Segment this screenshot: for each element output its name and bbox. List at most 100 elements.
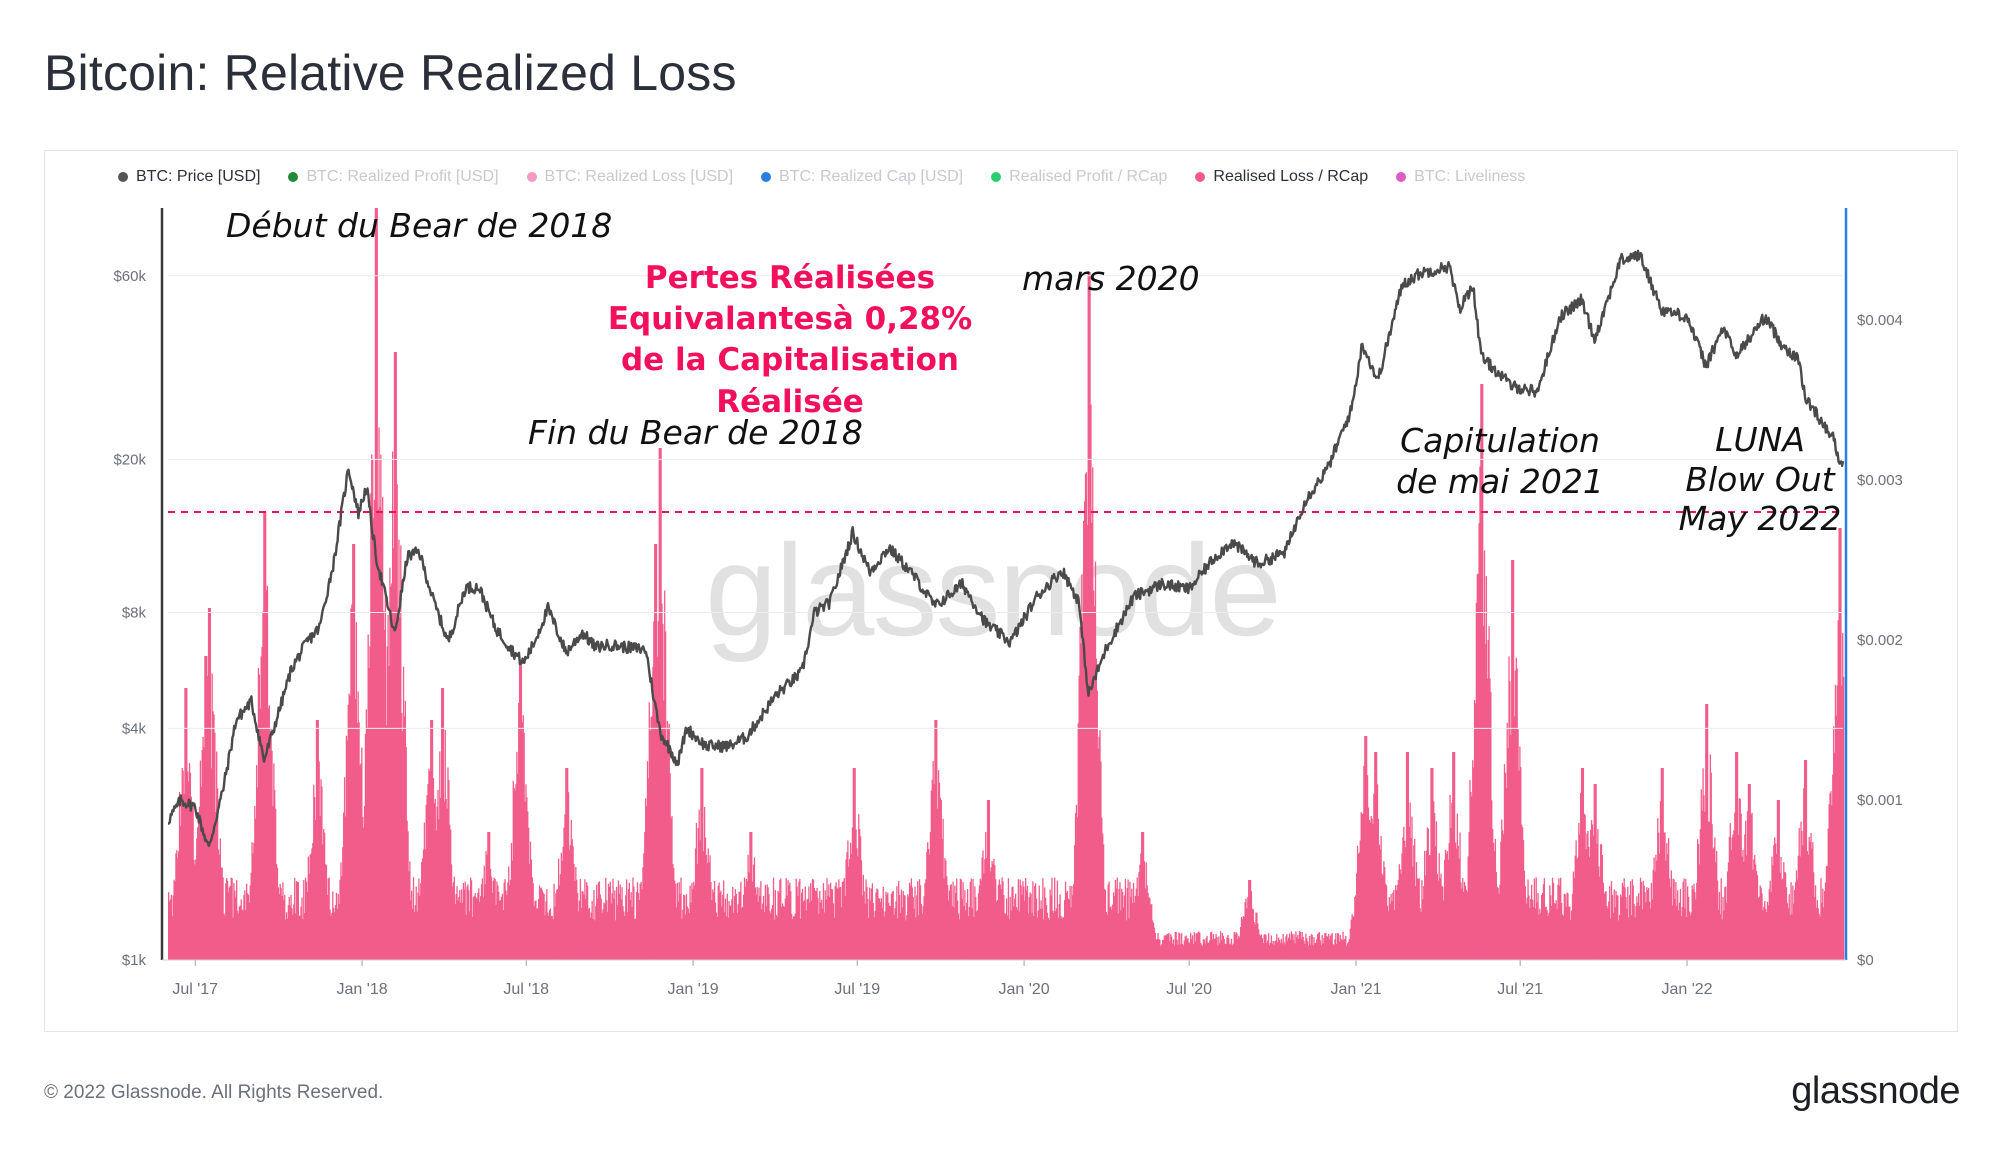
loss-bar — [791, 919, 794, 960]
loss-bar — [1141, 832, 1143, 960]
loss-bar — [217, 849, 220, 960]
loss-bar — [372, 517, 375, 960]
loss-bar — [532, 883, 534, 960]
loss-bar — [248, 902, 251, 960]
loss-bar — [1715, 862, 1717, 960]
loss-bar — [1778, 800, 1780, 960]
loss-bar — [892, 891, 894, 960]
loss-bar — [392, 548, 395, 960]
loss-bar — [345, 735, 348, 960]
loss-bar — [754, 887, 757, 960]
loss-bar — [1591, 824, 1594, 960]
loss-bar — [1280, 938, 1283, 960]
legend-item-liveliness[interactable]: BTC: Liveliness — [1396, 168, 1525, 186]
loss-bar — [1056, 880, 1059, 960]
loss-bar — [1331, 933, 1333, 960]
loss-bar — [917, 881, 919, 960]
loss-bar — [741, 907, 743, 960]
loss-bar — [1303, 940, 1305, 960]
loss-bar — [1441, 885, 1443, 960]
loss-bar — [1655, 854, 1657, 960]
loss-bar — [645, 798, 647, 960]
loss-bar — [1420, 911, 1422, 960]
loss-bar — [1497, 887, 1499, 960]
loss-bar — [970, 878, 972, 960]
loss-bar — [1602, 882, 1604, 960]
loss-bar — [804, 886, 806, 960]
loss-bar — [1064, 881, 1067, 960]
loss-bar — [781, 906, 783, 960]
loss-bar — [701, 768, 703, 960]
loss-bar — [265, 512, 267, 960]
loss-bar — [615, 886, 618, 960]
loss-bar — [869, 900, 872, 960]
loss-bar — [1634, 917, 1636, 960]
loss-bar — [1097, 748, 1099, 960]
legend-item-realized-profit[interactable]: BTC: Realized Profit [USD] — [288, 168, 499, 186]
loss-bar — [1093, 590, 1095, 960]
loss-bar — [1707, 821, 1710, 960]
loss-bar — [1653, 857, 1655, 960]
loss-bar — [1410, 837, 1412, 960]
loss-bar — [726, 893, 728, 960]
loss-bar — [913, 908, 915, 960]
loss-bar — [1479, 466, 1481, 960]
loss-bar — [527, 811, 529, 960]
loss-bar — [1355, 895, 1357, 960]
loss-bar — [1542, 884, 1545, 960]
loss-bar — [713, 880, 716, 960]
may-2021-line-1: Capitulation — [1400, 421, 1600, 460]
loss-bar — [649, 730, 651, 960]
loss-bar — [1785, 887, 1788, 960]
loss-bar — [1059, 894, 1061, 960]
loss-bar — [342, 847, 344, 960]
legend-item-realized-loss[interactable]: BTC: Realized Loss [USD] — [526, 168, 733, 186]
loss-bar — [188, 763, 191, 960]
loss-bar — [1389, 904, 1391, 960]
loss-bar — [779, 879, 781, 960]
loss-bar — [255, 765, 258, 960]
loss-bar — [1192, 943, 1195, 960]
loss-bar — [221, 867, 223, 960]
loss-bar — [1089, 272, 1091, 960]
loss-bar — [1164, 935, 1166, 960]
loss-bar — [632, 877, 634, 960]
loss-bar — [1073, 845, 1076, 960]
loss-bar — [1173, 945, 1176, 960]
legend-item-profit-rcap[interactable]: Realised Profit / RCap — [991, 168, 1167, 186]
loss-bar — [366, 727, 368, 960]
loss-bar — [1258, 929, 1260, 960]
loss-bar — [1471, 796, 1473, 960]
loss-bar — [1648, 901, 1651, 960]
loss-bar — [699, 840, 701, 960]
loss-bar — [1464, 886, 1467, 960]
loss-bar — [1305, 933, 1307, 960]
loss-bar — [770, 913, 772, 960]
loss-bar — [519, 664, 522, 960]
loss-bar — [523, 732, 525, 960]
loss-bar — [273, 763, 275, 960]
loss-bar — [1712, 848, 1714, 960]
loss-bar — [975, 896, 977, 960]
loss-bar — [1810, 833, 1812, 960]
loss-bar — [1377, 818, 1380, 960]
loss-bar — [456, 886, 458, 960]
loss-bar — [906, 915, 908, 960]
legend-item-realized-cap[interactable]: BTC: Realized Cap [USD] — [761, 168, 963, 186]
loss-bar — [702, 768, 704, 960]
loss-bar — [292, 914, 294, 960]
loss-bar — [1087, 272, 1089, 960]
loss-bar — [1003, 895, 1005, 960]
loss-bar — [528, 827, 530, 960]
legend-item-btc-price[interactable]: BTC: Price [USD] — [118, 168, 260, 186]
loss-bar — [1438, 853, 1440, 960]
glassnode-logo[interactable]: glassnode — [1791, 1070, 1960, 1112]
legend-item-loss-rcap[interactable]: Realised Loss / RCap — [1195, 168, 1368, 186]
loss-bar — [419, 895, 421, 960]
loss-bar — [420, 883, 422, 960]
loss-bar — [369, 646, 371, 960]
loss-bar — [976, 910, 979, 960]
loss-bar — [1063, 917, 1065, 960]
loss-bar — [1736, 752, 1739, 960]
loss-bar — [1179, 933, 1181, 960]
